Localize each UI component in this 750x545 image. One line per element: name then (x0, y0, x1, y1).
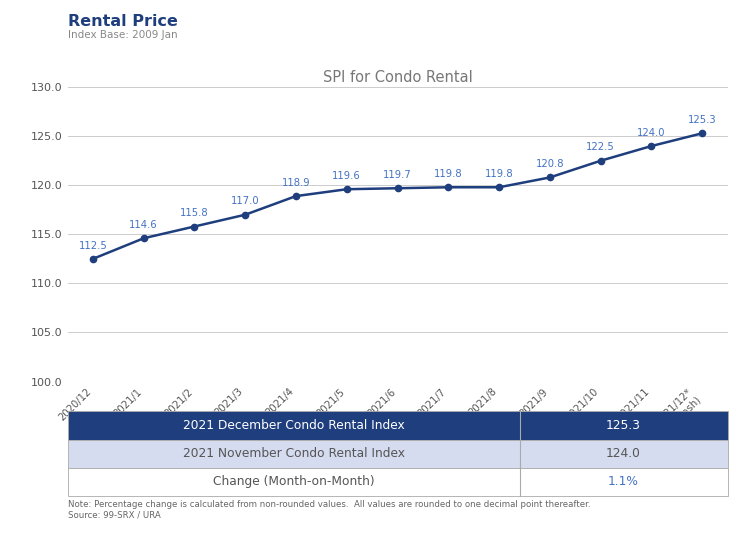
Text: 125.3: 125.3 (606, 419, 641, 432)
Text: Note: Percentage change is calculated from non-rounded values.  All values are r: Note: Percentage change is calculated fr… (68, 500, 590, 520)
Text: 112.5: 112.5 (79, 240, 107, 251)
Text: 1.1%: 1.1% (608, 475, 639, 488)
Text: 2021 December Condo Rental Index: 2021 December Condo Rental Index (183, 419, 404, 432)
Text: 119.8: 119.8 (484, 169, 513, 179)
Text: 122.5: 122.5 (586, 142, 615, 153)
Text: 118.9: 118.9 (282, 178, 310, 188)
Text: 119.8: 119.8 (434, 169, 463, 179)
Text: 119.7: 119.7 (383, 170, 412, 180)
Text: 119.6: 119.6 (332, 171, 361, 181)
Text: 2021 November Condo Rental Index: 2021 November Condo Rental Index (182, 447, 404, 460)
Text: Change (Month-on-Month): Change (Month-on-Month) (213, 475, 374, 488)
Text: 125.3: 125.3 (688, 115, 716, 125)
Text: 124.0: 124.0 (637, 128, 665, 138)
Text: 117.0: 117.0 (231, 196, 260, 207)
Text: 120.8: 120.8 (536, 159, 564, 169)
Text: 114.6: 114.6 (129, 220, 158, 230)
Text: 124.0: 124.0 (606, 447, 641, 460)
Title: SPI for Condo Rental: SPI for Condo Rental (322, 70, 472, 84)
Text: Index Base: 2009 Jan: Index Base: 2009 Jan (68, 30, 177, 40)
Text: 115.8: 115.8 (180, 208, 209, 218)
Text: Rental Price: Rental Price (68, 14, 177, 29)
